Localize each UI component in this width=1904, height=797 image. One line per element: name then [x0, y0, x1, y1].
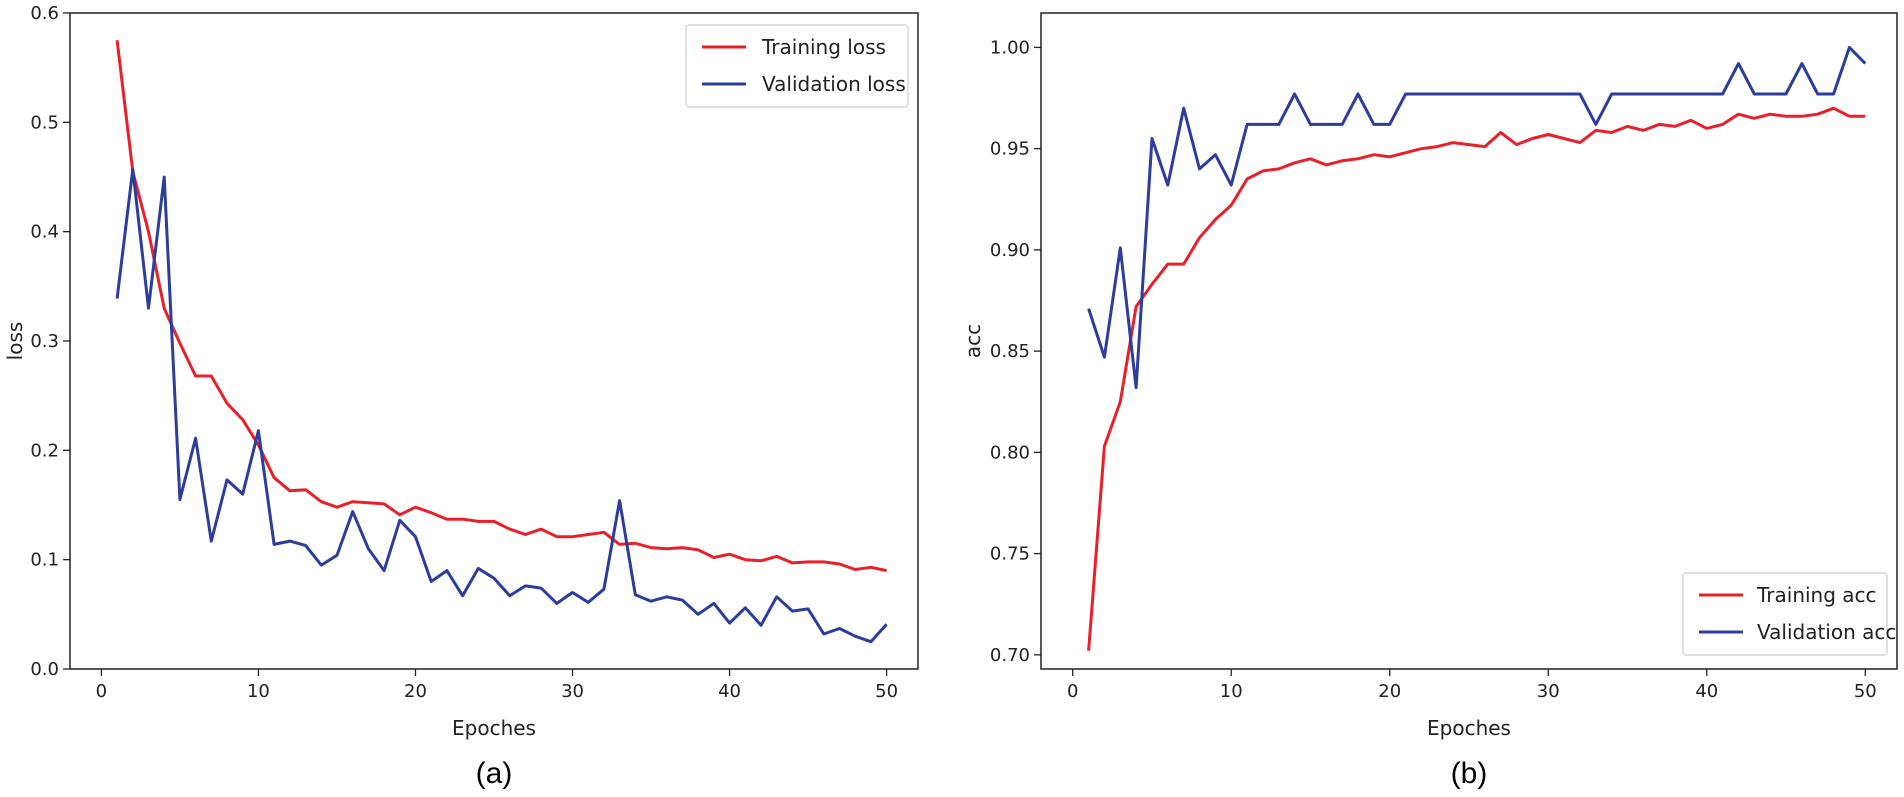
- x-tick-label: 20: [1378, 681, 1401, 702]
- y-tick-label: 0.2: [30, 440, 59, 461]
- y-tick-label: 0.75: [990, 544, 1030, 565]
- x-axis-label: Epoches: [452, 716, 536, 740]
- x-tick-label: 30: [561, 681, 584, 702]
- legend-label-training-acc: Training acc: [1756, 583, 1877, 607]
- y-tick-label: 0.80: [990, 442, 1030, 463]
- y-axis-ticks: 0.70 0.75 0.80 0.85 0.90 0.95 1.00: [990, 37, 1041, 666]
- y-tick-label: 0.85: [990, 341, 1030, 362]
- legend: Training loss Validation loss: [685, 24, 909, 108]
- y-tick-label: 0.3: [30, 331, 59, 352]
- x-tick-label: 30: [1537, 681, 1560, 702]
- series-line-validation-loss: [115, 167, 888, 644]
- x-axis-ticks: 0 10 20 30 40 50: [96, 669, 898, 702]
- y-tick-label: 0.4: [30, 222, 59, 243]
- y-axis-ticks: 0.0 0.1 0.2 0.3 0.4 0.5 0.6: [30, 3, 70, 680]
- x-axis-ticks: 0 10 20 30 40 50: [1067, 669, 1877, 702]
- y-tick-label: 1.00: [990, 37, 1030, 58]
- x-tick-label: 50: [875, 681, 898, 702]
- series-line-validation-acc: [1087, 45, 1867, 390]
- y-tick-label: 0.70: [990, 645, 1030, 666]
- y-tick-label: 0.90: [990, 240, 1030, 261]
- x-tick-label: 10: [247, 681, 270, 702]
- x-tick-label: 20: [404, 681, 427, 702]
- y-tick-label: 0.6: [30, 3, 59, 24]
- y-axis-label: acc: [961, 324, 985, 358]
- x-axis-label: Epoches: [1427, 716, 1511, 740]
- legend-label-validation-loss: Validation loss: [762, 72, 906, 96]
- panel-caption-a: (a): [476, 757, 513, 790]
- y-tick-label: 0.1: [30, 550, 59, 571]
- x-tick-label: 10: [1220, 681, 1243, 702]
- y-tick-label: 0.0: [30, 659, 59, 680]
- x-tick-label: 0: [96, 681, 107, 702]
- loss-chart-panel: 0 10 20 30 40 50 0.0 0.1 0.2 0.3 0.4 0.5 0.6 Epoche…: [3, 3, 919, 790]
- series-line-training-acc: [1087, 106, 1866, 651]
- plot-frame: [69, 12, 919, 670]
- legend: Training acc Validation acc: [1682, 572, 1896, 656]
- series-lines: [115, 40, 888, 644]
- series-line-training-loss: [115, 40, 887, 573]
- legend-label-training-loss: Training loss: [761, 35, 886, 59]
- y-tick-label: 0.95: [990, 139, 1030, 160]
- x-tick-label: 0: [1067, 681, 1078, 702]
- panel-caption-b: (b): [1451, 757, 1488, 790]
- x-tick-label: 40: [718, 681, 741, 702]
- series-lines: [1087, 45, 1867, 651]
- plot-frame: [1040, 12, 1898, 670]
- x-tick-label: 50: [1854, 681, 1877, 702]
- y-axis-label: loss: [3, 322, 27, 361]
- legend-label-validation-acc: Validation acc: [1757, 620, 1896, 644]
- accuracy-chart-panel: 0 10 20 30 40 50 0.70 0.75 0.80 0.85 0.90 0.95 1.00…: [961, 12, 1898, 790]
- y-tick-label: 0.5: [30, 112, 59, 133]
- x-tick-label: 40: [1695, 681, 1718, 702]
